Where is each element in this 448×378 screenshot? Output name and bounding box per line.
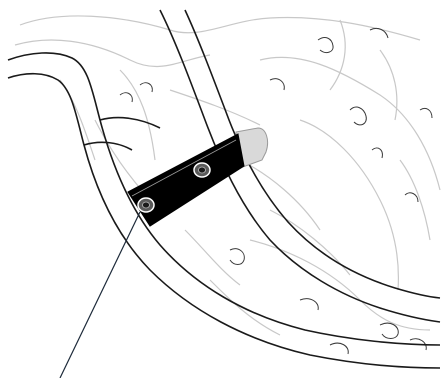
- fastener-upper: [193, 162, 211, 178]
- strap-end-cap: [235, 127, 269, 169]
- frame-outline: [7, 9, 441, 369]
- fine-detail: [119, 27, 433, 355]
- mounting-strap: [127, 127, 269, 227]
- callout-leader-line: [59, 211, 141, 378]
- fastener-lower: [137, 197, 155, 213]
- fasteners: [137, 162, 211, 213]
- strap-highlight: [131, 139, 237, 197]
- strap-body: [127, 133, 245, 227]
